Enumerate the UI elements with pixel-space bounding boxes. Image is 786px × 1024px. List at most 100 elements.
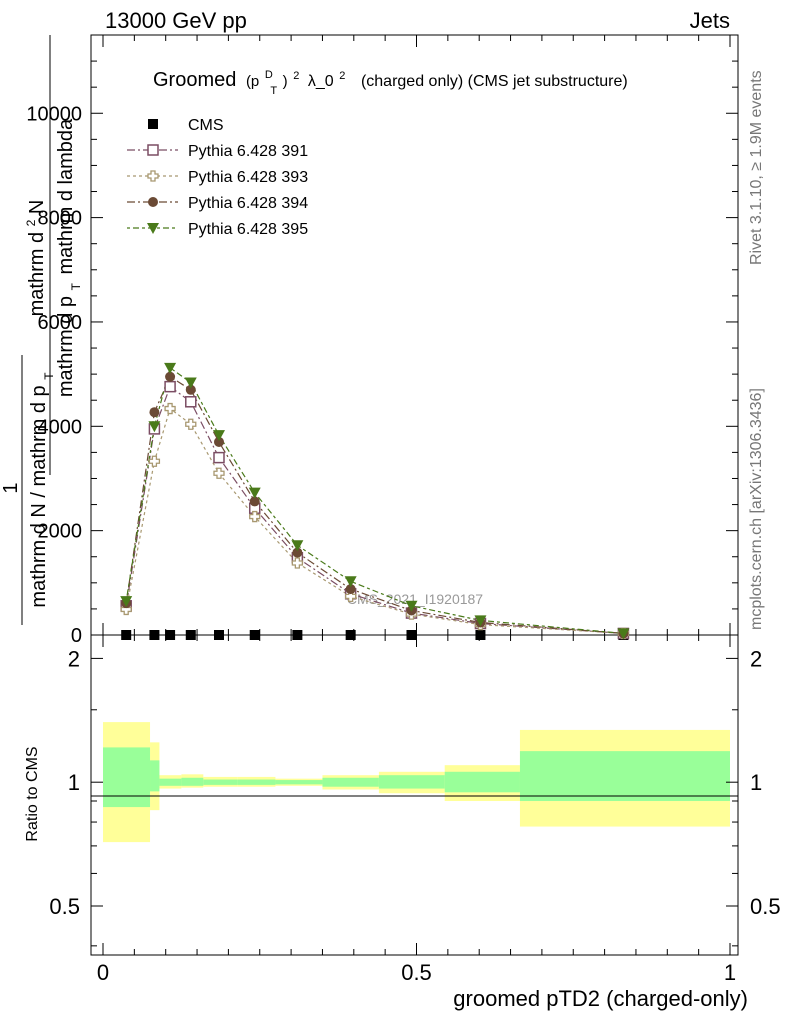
- ratio-axis-ticks: 0.5 0.5 1 1 2 2: [49, 646, 781, 947]
- ratio-band-green-bin: [378, 775, 445, 789]
- marker-open-square: [147, 144, 159, 156]
- ratio-tick-label-right: 2: [750, 646, 762, 671]
- svg-text:mathrm d 2 N: mathrm d 2 N: [18, 200, 48, 317]
- ratio-band-green-bin: [203, 779, 238, 785]
- y-axis-label: mathrm d 2 N mathrm d p T mathrm d lambd…: [0, 35, 85, 625]
- ratio-band-green-bin: [322, 777, 379, 787]
- x-axis-label: groomed pTD2 (charged-only): [453, 986, 748, 1011]
- title-prefix: Groomed: [153, 69, 236, 91]
- marker-filled-square: [213, 630, 224, 640]
- ylabel-frac-den: mathrm d N / mathrm d p: [28, 385, 50, 607]
- ylabel-top-num: mathrm d: [26, 232, 48, 316]
- ratio-band-green-bin: [103, 747, 151, 808]
- marker-filled-triangle-down: [291, 540, 304, 552]
- title-sub-t: T: [270, 85, 277, 97]
- marker-filled-triangle-down: [617, 628, 630, 640]
- marker-filled-square: [149, 630, 160, 640]
- ylabel-top-den-sub: T: [69, 282, 83, 290]
- title-pow2: 2: [293, 70, 299, 82]
- marker-filled-triangle-down: [212, 430, 225, 442]
- marker-filled-square: [185, 630, 196, 640]
- ylabel-frac-den-sub: T: [42, 372, 56, 380]
- marker-open-cross: [345, 590, 357, 603]
- x-tick-label: 1: [724, 960, 736, 985]
- y-tick-label: 2000: [38, 521, 83, 543]
- marker-open-square: [164, 380, 176, 393]
- marker-filled-square: [165, 630, 176, 640]
- marker-filled-square: [406, 630, 417, 640]
- title-sup-d: D: [265, 69, 273, 81]
- svg-text:mathrm d N / mathrm d p: mathrm d N / mathrm d p T: [28, 372, 56, 608]
- y-tick-label: 0: [71, 625, 82, 647]
- marker-filled-triangle-down: [184, 377, 197, 389]
- legend-label: CMS: [188, 117, 224, 134]
- marker-filled-triangle-down: [147, 223, 159, 234]
- ylabel-top-n: N: [26, 200, 48, 214]
- x-axis-ticks: 0 0.5 1: [97, 35, 736, 985]
- marker-filled-triangle-down: [344, 576, 357, 588]
- title-lambda: λ_0: [308, 73, 334, 90]
- ratio-tick-label-right: 0.5: [750, 894, 781, 919]
- marker-open-cross: [291, 557, 304, 569]
- header-left: 13000 GeV pp: [105, 8, 247, 33]
- marker-filled-circle: [249, 496, 260, 507]
- title-p: (p: [246, 73, 259, 90]
- x-tick-label: 0: [97, 960, 109, 985]
- ratio-bands: [103, 722, 730, 843]
- marker-filled-square: [345, 630, 356, 640]
- svg-text:mathrm d p T mathr: mathrm d p T mathrm d lambda: [55, 118, 85, 397]
- marker-open-square: [185, 396, 197, 408]
- marker-open-cross: [185, 418, 197, 430]
- legend-label: Pythia 6.428 395: [188, 221, 308, 238]
- ratio-band-green-bin: [444, 771, 520, 793]
- marker-filled-circle: [292, 547, 303, 558]
- ylabel-top-sup: 2: [24, 219, 38, 226]
- ratio-y-axis-label: Ratio to CMS: [24, 746, 41, 841]
- marker-filled-circle: [345, 584, 356, 595]
- marker-filled-square: [292, 630, 303, 640]
- y-tick-label: 10000: [26, 103, 82, 125]
- marker-filled-circle: [165, 371, 176, 382]
- marker-filled-triangle-down: [474, 615, 487, 627]
- legend-label: Pythia 6.428 393: [188, 169, 308, 186]
- marker-filled-triangle-down: [248, 487, 261, 499]
- marker-filled-circle: [148, 197, 158, 207]
- marker-open-cross: [148, 455, 161, 467]
- marker-filled-square: [148, 119, 158, 129]
- marker-filled-triangle-down: [148, 421, 161, 433]
- marker-filled-circle: [213, 436, 224, 447]
- x-tick-label: 0.5: [401, 960, 432, 985]
- legend-label: Pythia 6.428 394: [188, 195, 308, 212]
- ylabel-frac-num: 1: [0, 482, 22, 493]
- y-tick-label: 6000: [38, 312, 83, 334]
- marker-filled-circle: [185, 384, 196, 395]
- marker-open-square: [213, 451, 225, 464]
- main-axis-ticks: 0 2000 4000 6000 8000 10000: [26, 60, 738, 647]
- marker-open-cross: [147, 170, 159, 182]
- marker-filled-square: [121, 630, 132, 640]
- rivet-label: Rivet 3.1.10, ≥ 1.9M events: [748, 70, 765, 265]
- marker-open-cross: [213, 467, 225, 479]
- ylabel-top-den-rest: mathrm d lambda: [55, 118, 77, 274]
- marker-filled-triangle-down: [120, 596, 133, 608]
- y-tick-label: 8000: [38, 208, 83, 230]
- marker-filled-square: [475, 630, 486, 640]
- ratio-tick-label-right: 1: [750, 770, 762, 795]
- legend-label: Pythia 6.428 391: [188, 143, 308, 160]
- marker-open-cross: [249, 510, 261, 523]
- marker-filled-circle: [149, 407, 160, 418]
- legend: CMS Pythia 6.428 391 Pythia 6.428 393 Pythi…: [127, 117, 308, 238]
- ratio-band-green-bin: [237, 779, 276, 785]
- series-markers: [120, 362, 630, 640]
- marker-filled-triangle-down: [405, 600, 418, 612]
- ratio-band-green-bin: [159, 778, 182, 786]
- svg-text:Groomed (p D: Groomed (p D T ) 2 λ_0 2 (charged only) …: [153, 61, 628, 99]
- ratio-band-green-bin: [275, 780, 323, 785]
- chart-title: Groomed (p D T ) 2 λ_0 2 (charged only) …: [153, 61, 628, 99]
- marker-open-cross: [164, 402, 176, 415]
- header-right: Jets: [690, 8, 730, 33]
- ratio-band-green-bin: [150, 760, 160, 792]
- ratio-tick-label: 1: [68, 770, 80, 795]
- marker-filled-square: [249, 630, 260, 640]
